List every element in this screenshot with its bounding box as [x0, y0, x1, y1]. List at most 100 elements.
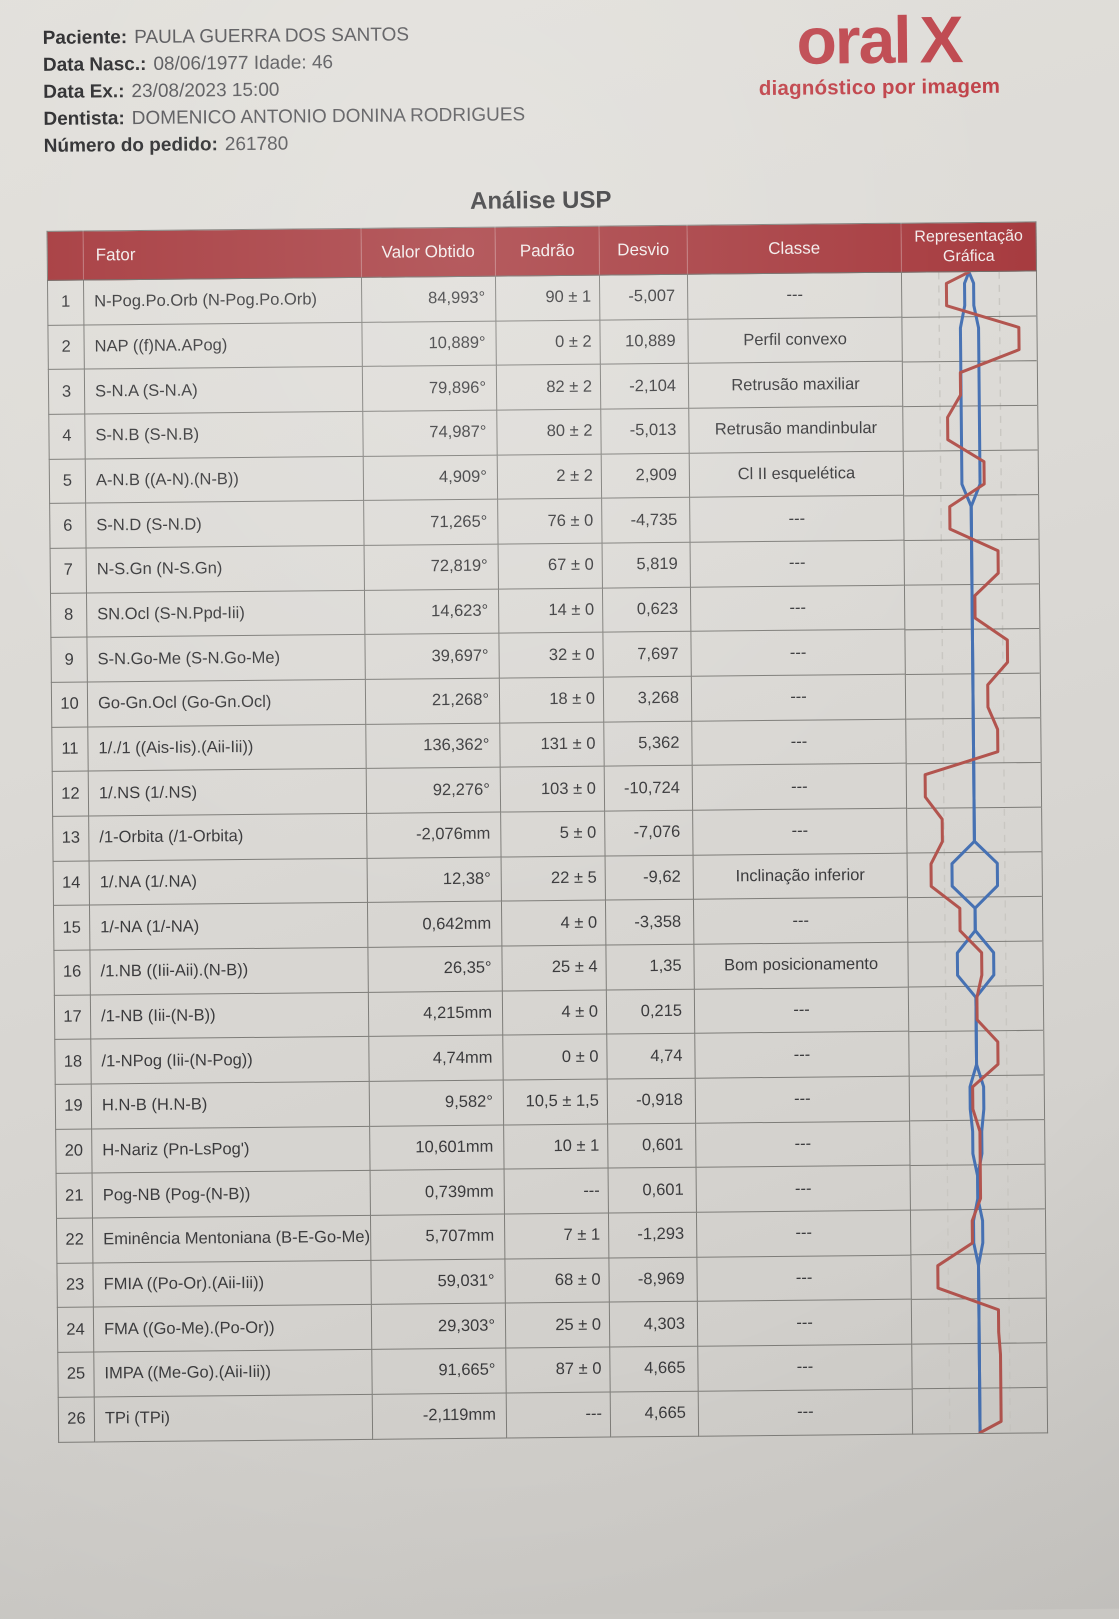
cell-valor: 4,215mm [368, 990, 503, 1037]
cell-desvio: -7,076 [604, 810, 694, 856]
cell-padrao: 2 ± 2 [497, 453, 602, 500]
cell-padrao: 10,5 ± 1,5 [503, 1079, 608, 1125]
cell-classe: --- [692, 763, 907, 811]
cell-num: 8 [50, 592, 87, 638]
cell-valor: 79,896° [362, 365, 497, 412]
chart-row-gridline [911, 1252, 1046, 1256]
chart-row-gridline [909, 1074, 1044, 1077]
cell-valor: 10,889° [361, 320, 497, 367]
cell-valor: 29,303° [371, 1303, 506, 1350]
patient-field-label: Data Ex.: [43, 81, 125, 103]
cell-desvio: 4,665 [610, 1390, 699, 1437]
cell-classe: --- [690, 584, 905, 632]
chart-row-gridline [902, 360, 1037, 363]
cell-classe: --- [695, 1076, 910, 1123]
cell-classe: --- [697, 1299, 912, 1347]
cell-num: 5 [49, 458, 86, 504]
chart-row-gridline [907, 895, 1042, 899]
cell-num: 7 [50, 548, 87, 594]
patient-field-label: Número do pedido: [43, 134, 218, 157]
cell-padrao: 25 ± 4 [501, 945, 607, 991]
cell-valor: -2,119mm [372, 1392, 507, 1440]
cell-desvio: -10,724 [604, 765, 693, 812]
cell-padrao: 0 ± 0 [502, 1034, 608, 1081]
cell-desvio: 0,601 [607, 1122, 697, 1169]
col-header-num [47, 231, 84, 281]
cell-padrao: 5 ± 0 [500, 811, 606, 857]
cell-fator: 1/.NA (1/.NA) [89, 858, 368, 906]
cell-desvio: 3,268 [603, 676, 692, 722]
cell-desvio: 4,665 [609, 1346, 699, 1392]
cell-desvio: -5,007 [599, 274, 688, 320]
cell-padrao: 14 ± 0 [498, 587, 603, 634]
cell-classe: Retrusão mandinbular [688, 406, 904, 453]
cell-num: 12 [52, 771, 89, 817]
cell-num: 10 [51, 682, 88, 728]
cell-desvio: -8,969 [608, 1256, 698, 1303]
cell-num: 21 [56, 1173, 93, 1219]
col-header-grafica: Representação Gráfica [900, 221, 1037, 273]
chart-row-gridline [907, 851, 1042, 854]
cell-valor: 71,265° [363, 499, 499, 546]
cell-classe: --- [697, 1344, 913, 1391]
cell-fator: H.N-B (H.N-B) [91, 1081, 370, 1129]
cell-classe: --- [690, 540, 905, 587]
cell-num: 16 [53, 950, 91, 996]
cell-fator: S-N.B (S-N.B) [84, 411, 364, 459]
cell-desvio: 4,74 [606, 1033, 696, 1080]
cell-desvio: 4,303 [609, 1301, 698, 1348]
patient-field-value: PAULA GUERRA DOS SANTOS [134, 24, 410, 49]
cell-fator: S-N.D (S-N.D) [85, 500, 365, 549]
col-header-desvio: Desvio [598, 225, 688, 276]
cell-classe: Bom posicionamento [693, 942, 909, 989]
cell-num: 24 [57, 1307, 94, 1353]
cell-fator: 1/./1 ((Ais-Iis).(Aii-Iii)) [87, 724, 367, 772]
cell-fator: A-N.B ((A-N).(N-B)) [85, 456, 364, 504]
cell-classe: --- [696, 1210, 911, 1257]
cell-fator: Pog-NB (Pog-(N-B)) [92, 1170, 371, 1219]
cell-desvio: -1,293 [608, 1212, 697, 1258]
cell-desvio: -9,62 [605, 854, 694, 901]
cell-fator: 1/.NS (1/.NS) [88, 768, 367, 817]
chart-standard-band-left [950, 271, 982, 1434]
cell-classe: Cl II esquelética [689, 450, 904, 498]
patient-field-label: Dentista: [43, 108, 125, 130]
cell-valor: 0,739mm [370, 1169, 505, 1216]
cell-valor: 84,993° [361, 276, 496, 323]
cell-fator: Go-Gn.Ocl (Go-Gn.Ocl) [87, 679, 366, 727]
cell-classe: --- [695, 1120, 911, 1168]
cell-padrao: 131 ± 0 [499, 721, 605, 768]
cell-fator: SN.Ocl (S-N.Ppd-Iii) [86, 590, 365, 638]
representation-chart [902, 271, 1047, 1434]
cell-desvio: 10,889 [599, 318, 689, 365]
patient-field-value: DOMENICO ANTONIO DONINA RODRIGUES [131, 104, 526, 130]
oralx-wordmark-x: X [919, 2, 962, 77]
cell-fator: H-Nariz (Pn-LsPog') [91, 1126, 371, 1174]
chart-row-gridline [908, 985, 1043, 988]
patient-info-block: Paciente: PAULA GUERRA DOS SANTOS Data Nas… [43, 20, 526, 160]
cell-fator: S-N.Go-Me (S-N.Go-Me) [86, 634, 366, 683]
table-row: 26 TPi (TPi) -2,119mm --- 4,665 --- [58, 1388, 1047, 1443]
cell-classe: Inclinação inferior [693, 852, 908, 900]
cell-padrao: 0 ± 2 [495, 319, 601, 366]
cell-classe: --- [696, 1254, 912, 1302]
cell-padrao: 4 ± 0 [502, 989, 607, 1036]
cell-num: 23 [56, 1262, 94, 1308]
oralx-wordmark: oral X [758, 2, 1000, 78]
cell-fator: FMIA ((Po-Or).(Aii-Iii)) [92, 1260, 372, 1308]
cell-fator: NAP ((f)NA.APog) [83, 322, 363, 370]
cell-padrao: 4 ± 0 [501, 900, 606, 947]
cell-desvio: 0,623 [602, 586, 691, 633]
cell-padrao: 67 ± 0 [498, 543, 603, 589]
cell-classe: --- [691, 718, 907, 766]
cell-fator: /1-NPog (Iii-(N-Pog)) [90, 1036, 370, 1085]
cell-num: 14 [53, 860, 90, 906]
cell-fator: TPi (TPi) [94, 1394, 373, 1442]
cell-padrao: --- [504, 1168, 609, 1215]
cell-desvio: 7,697 [602, 631, 692, 678]
cell-desvio: 5,819 [602, 542, 691, 588]
cell-num: 18 [54, 1039, 92, 1085]
page-title: Análise USP [469, 186, 612, 215]
oralx-tagline: diagnóstico por imagem [758, 74, 1001, 101]
cell-classe: --- [691, 674, 906, 721]
